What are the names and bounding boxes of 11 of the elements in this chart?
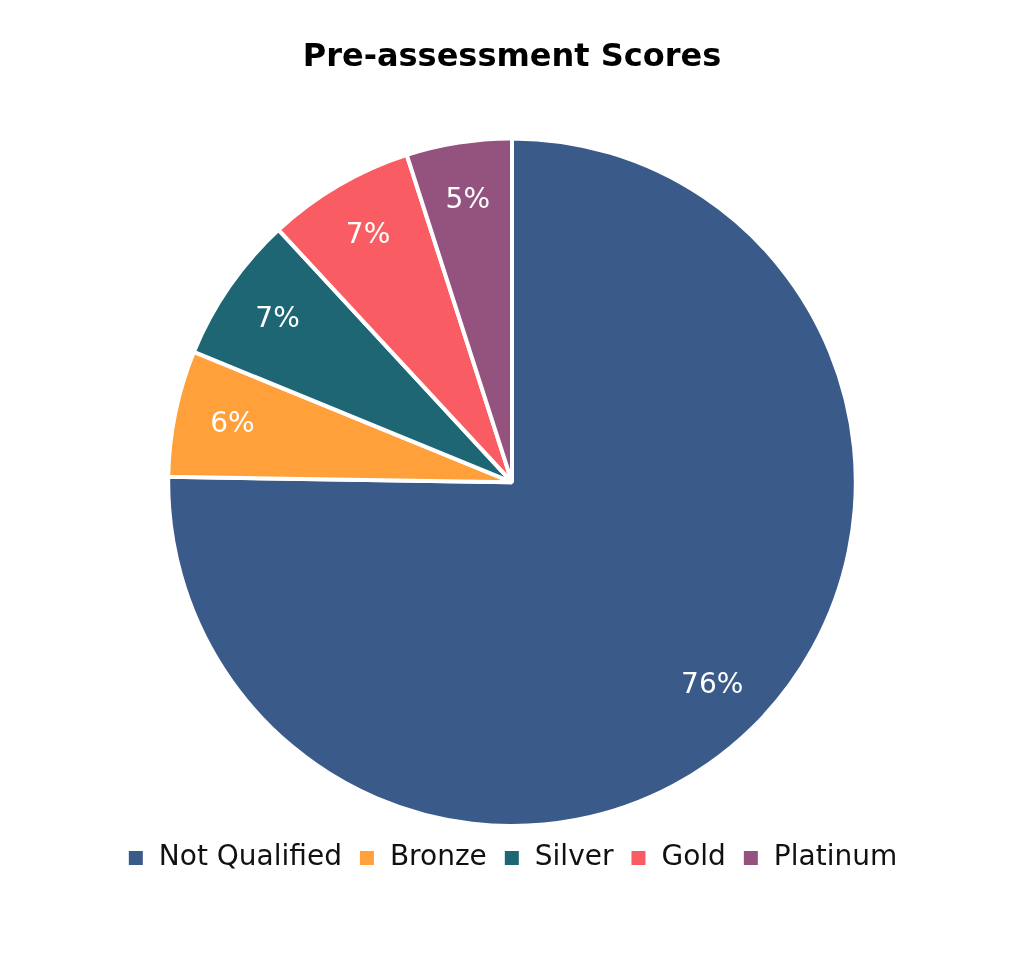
legend-label: Silver xyxy=(534,839,614,873)
data-label: 7% xyxy=(255,300,300,334)
legend-label: Not Qualified xyxy=(158,839,342,873)
data-label: 7% xyxy=(345,217,391,251)
legend-label: Bronze xyxy=(389,839,487,873)
chart-title: Pre-assessment Scores xyxy=(302,35,722,74)
data-label: 76% xyxy=(681,666,744,700)
data-label: 6% xyxy=(210,406,255,440)
legend-label: Gold xyxy=(661,839,726,873)
legend-label: Platinum xyxy=(773,839,898,873)
data-label: 5% xyxy=(445,181,491,215)
